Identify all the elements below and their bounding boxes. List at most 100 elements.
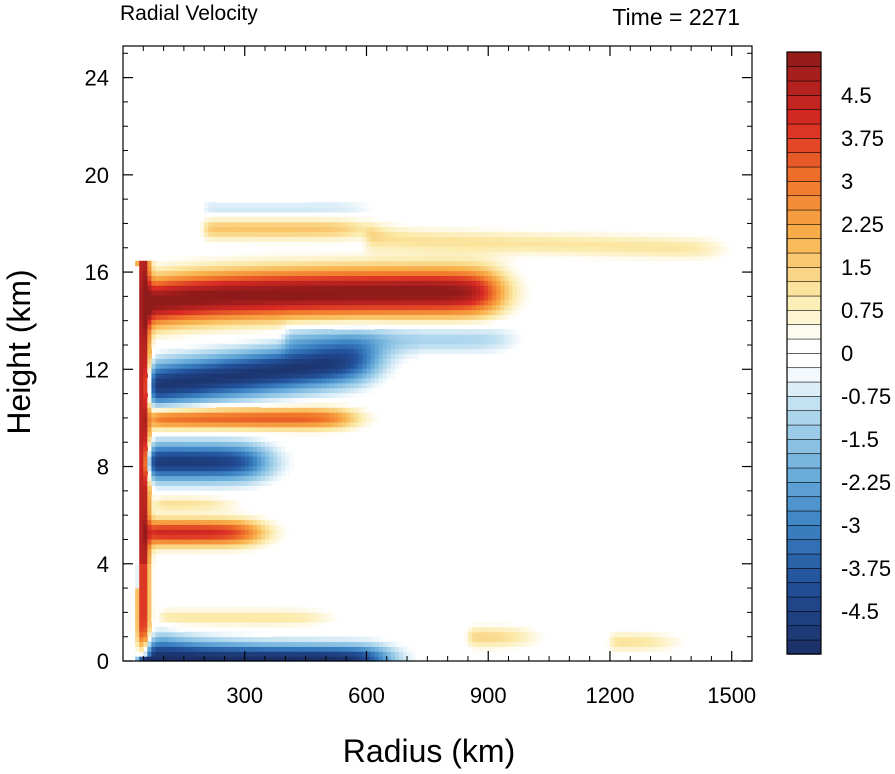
field-cell [496, 304, 501, 311]
field-cell [171, 641, 177, 647]
field-cell [374, 636, 380, 643]
field-cell [297, 314, 303, 320]
field-cell [370, 368, 376, 374]
field-cell [191, 270, 197, 276]
field-cell [265, 617, 270, 623]
field-cell [321, 421, 327, 428]
field-cell [139, 387, 144, 394]
field-cell [471, 348, 477, 355]
field-cell [143, 582, 148, 589]
field-cell [346, 363, 351, 369]
field-cell [248, 621, 254, 628]
field-cell [224, 436, 230, 442]
field-cell [362, 416, 368, 423]
field-cell [147, 363, 153, 369]
field-cell [285, 270, 290, 276]
field-cell [183, 260, 189, 267]
field-cell [301, 397, 307, 403]
field-cell [139, 509, 144, 516]
field-cell [512, 338, 518, 345]
field-cell [281, 529, 286, 535]
field-cell [179, 397, 185, 403]
field-cell [386, 275, 392, 281]
field-cell [220, 543, 226, 550]
field-cell [329, 402, 335, 408]
field-cell [236, 514, 242, 521]
field-cell [196, 309, 201, 316]
field-cell [346, 255, 351, 262]
field-cell [305, 421, 311, 428]
field-cell [281, 534, 286, 540]
field-cell [139, 358, 144, 364]
field-cell [317, 421, 323, 428]
field-cell [325, 251, 331, 257]
field-cell [269, 480, 274, 486]
field-cell [285, 412, 290, 418]
field-cell [265, 329, 270, 335]
field-cell [342, 373, 347, 379]
field-cell [480, 260, 485, 267]
field-cell [520, 285, 526, 291]
field-cell [386, 343, 392, 350]
field-cell [244, 319, 250, 325]
field-cell [317, 377, 323, 384]
field-cell [390, 641, 396, 647]
field-cell [252, 538, 258, 545]
field-cell [463, 348, 469, 355]
field-cell [216, 656, 221, 662]
field-cell [313, 387, 319, 394]
field-cell [179, 333, 185, 340]
field-cell [386, 221, 392, 228]
field-cell [248, 548, 254, 555]
field-cell [342, 265, 347, 272]
field-cell [204, 290, 209, 296]
field-cell [362, 373, 368, 379]
field-cell [220, 421, 226, 428]
field-cell [382, 636, 388, 643]
field-cell [415, 343, 420, 350]
field-cell [492, 329, 497, 335]
field-cell [378, 251, 384, 257]
field-cell [183, 524, 189, 530]
field-cell [504, 348, 510, 355]
field-cell [309, 314, 315, 320]
field-cell [524, 236, 530, 242]
field-cell [216, 407, 221, 413]
field-cell [208, 426, 213, 433]
field-cell [313, 373, 319, 379]
field-cell [248, 416, 254, 423]
field-cell [289, 314, 295, 320]
field-cell [220, 299, 226, 306]
field-cell [265, 524, 270, 530]
field-cell [232, 226, 238, 233]
field-cell [516, 631, 522, 638]
field-cell [419, 299, 424, 306]
field-cell [155, 397, 161, 403]
field-cell [273, 416, 278, 423]
field-cell [325, 416, 331, 423]
field-cell [553, 255, 558, 262]
field-cell [139, 382, 144, 389]
field-cell [342, 363, 347, 369]
field-cell [208, 534, 213, 540]
field-cell [204, 534, 209, 540]
field-cell [208, 231, 213, 237]
field-cell [427, 294, 433, 301]
field-cell [200, 631, 205, 638]
field-cell [187, 343, 193, 350]
field-cell [224, 543, 230, 550]
field-cell [419, 280, 424, 286]
field-cell [236, 519, 242, 525]
field-cell [155, 441, 161, 447]
field-cell [147, 294, 153, 301]
field-cell [232, 514, 238, 521]
field-cell [220, 646, 226, 652]
field-cell [244, 231, 250, 237]
field-cell [407, 338, 412, 345]
field-cell [232, 285, 238, 291]
field-cell [553, 246, 558, 252]
field-cell [139, 504, 144, 511]
field-cell [370, 324, 376, 330]
field-cell [265, 392, 270, 399]
field-cell [220, 270, 226, 276]
